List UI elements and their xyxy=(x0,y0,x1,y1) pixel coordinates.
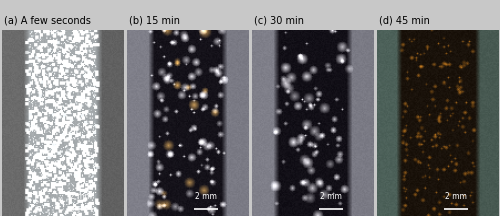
Text: 2 mm: 2 mm xyxy=(445,192,466,201)
Text: (b) 15 min: (b) 15 min xyxy=(129,16,180,26)
Text: (a) A few seconds: (a) A few seconds xyxy=(4,16,90,26)
Text: 2 mm: 2 mm xyxy=(320,192,342,201)
Text: 2 mm: 2 mm xyxy=(195,192,216,201)
Text: 2 mm: 2 mm xyxy=(70,192,92,201)
Text: (d) 45 min: (d) 45 min xyxy=(379,16,430,26)
Text: (c) 30 min: (c) 30 min xyxy=(254,16,304,26)
